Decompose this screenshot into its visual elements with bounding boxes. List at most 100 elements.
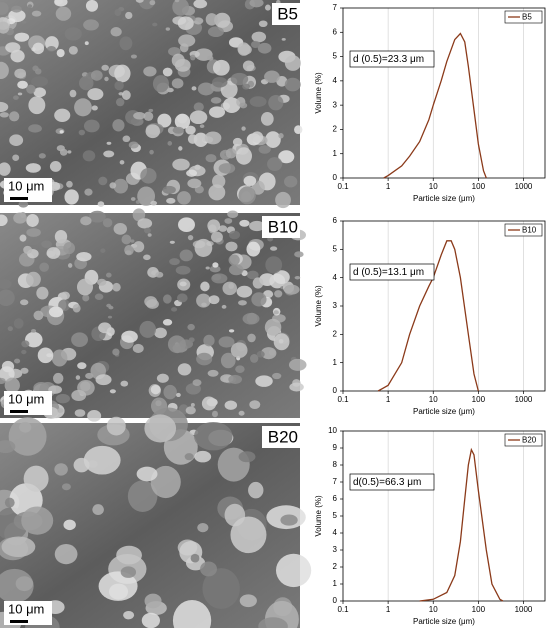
particle (190, 402, 195, 407)
particle (258, 145, 271, 154)
particle (178, 146, 183, 151)
particle (270, 246, 278, 251)
particle (114, 64, 131, 83)
particle (69, 89, 77, 98)
particle (94, 293, 104, 300)
particle (113, 222, 128, 235)
particle (97, 278, 107, 286)
particle (284, 175, 298, 188)
particle (26, 213, 39, 227)
particle (203, 334, 215, 347)
particle (218, 163, 236, 174)
particle (127, 480, 158, 512)
legend-label: B20 (522, 436, 537, 445)
particle (208, 295, 220, 305)
particle (200, 281, 210, 292)
x-axis-label: Particle size (μm) (413, 407, 475, 416)
particle (167, 141, 173, 146)
y-tick-label: 6 (333, 216, 338, 225)
particle (190, 54, 196, 61)
particle (10, 49, 25, 63)
particle (0, 289, 15, 307)
particle (0, 101, 9, 113)
particle (230, 342, 248, 359)
particle (176, 293, 188, 303)
particle (143, 66, 157, 77)
particle (1, 536, 36, 558)
particle (36, 286, 49, 300)
y-tick-label: 1 (333, 358, 338, 367)
data-line (419, 447, 504, 602)
particle (100, 248, 106, 253)
particle (133, 241, 145, 253)
y-tick-label: 2 (333, 329, 338, 338)
particle (218, 336, 235, 348)
particle (31, 76, 48, 87)
particle (120, 566, 137, 578)
legend-box (504, 10, 543, 24)
particle (23, 245, 33, 254)
particle (207, 26, 224, 37)
particle (171, 53, 185, 68)
particle (116, 545, 142, 565)
particle (273, 270, 290, 284)
scale-bar-label: 10 μm (8, 391, 44, 406)
x-tick-label: 1 (386, 395, 391, 404)
x-tick-label: 1000 (515, 182, 533, 191)
particle (148, 108, 154, 113)
particle (55, 393, 70, 404)
particle (242, 83, 250, 90)
y-tick-label: 7 (333, 477, 338, 486)
particle (162, 319, 173, 326)
particle (211, 231, 223, 243)
particle (275, 553, 312, 588)
particle (264, 70, 280, 83)
particle (0, 2, 9, 15)
particle (252, 277, 264, 289)
particle (14, 68, 27, 79)
particle (143, 111, 154, 121)
particle (228, 374, 243, 384)
particle (235, 147, 252, 165)
x-tick-label: 1000 (515, 605, 533, 614)
particle (212, 76, 228, 88)
particle (191, 86, 197, 91)
x-axis-label: Particle size (μm) (413, 617, 475, 626)
particle (258, 20, 268, 28)
particle (119, 36, 133, 51)
particle (280, 514, 298, 526)
particle (18, 200, 29, 208)
particle (196, 293, 211, 308)
particle (156, 373, 169, 383)
particle (230, 516, 267, 554)
particle (106, 303, 112, 308)
particle (21, 506, 54, 535)
particle (58, 299, 71, 312)
particle (172, 599, 212, 628)
y-tick-label: 3 (333, 100, 338, 109)
particle (139, 320, 157, 338)
particle (284, 55, 301, 71)
particle (76, 252, 92, 262)
particle (59, 130, 64, 134)
particle (67, 263, 73, 268)
y-tick-label: 9 (333, 443, 338, 452)
particle (241, 126, 246, 131)
particle (128, 141, 139, 149)
particle (201, 396, 217, 411)
y-tick-label: 5 (333, 244, 338, 253)
particle (193, 0, 208, 9)
particle (264, 318, 282, 336)
particle (162, 67, 173, 77)
particle (83, 119, 100, 133)
particle (17, 92, 23, 96)
particle (66, 180, 73, 188)
particle (230, 72, 249, 86)
particle (178, 217, 195, 232)
particle (130, 239, 135, 243)
particle (112, 282, 121, 292)
y-tick-label: 7 (333, 3, 338, 12)
particle (0, 366, 15, 382)
particle (71, 332, 88, 347)
particle (278, 150, 295, 164)
